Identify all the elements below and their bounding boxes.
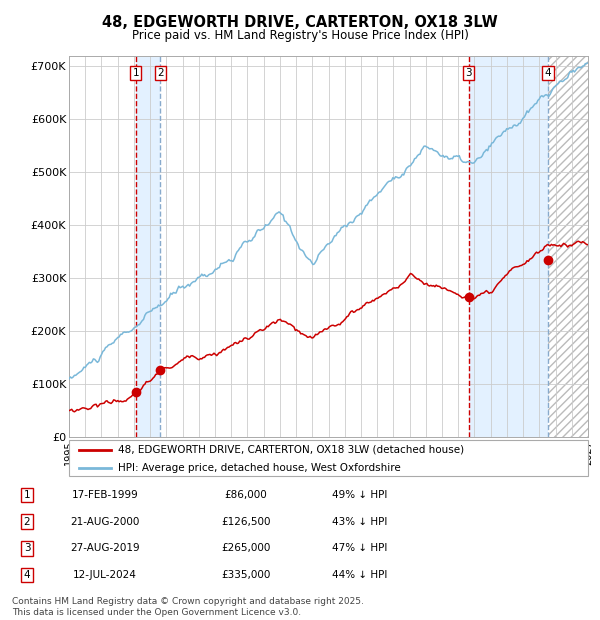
Text: £126,500: £126,500 [221, 516, 271, 527]
Text: £335,000: £335,000 [221, 570, 271, 580]
Bar [136, 56, 160, 437]
Bar [548, 56, 588, 437]
Text: 3: 3 [466, 68, 472, 78]
Text: 4: 4 [545, 68, 551, 78]
Text: 47% ↓ HPI: 47% ↓ HPI [332, 543, 388, 554]
Text: 44% ↓ HPI: 44% ↓ HPI [332, 570, 388, 580]
Text: 43% ↓ HPI: 43% ↓ HPI [332, 516, 388, 527]
Text: £265,000: £265,000 [221, 543, 271, 554]
Text: 1: 1 [133, 68, 139, 78]
Bar [469, 56, 548, 437]
Text: HPI: Average price, detached house, West Oxfordshire: HPI: Average price, detached house, West… [118, 463, 401, 472]
Text: 3: 3 [23, 543, 31, 554]
Text: 1: 1 [23, 490, 31, 500]
Text: £86,000: £86,000 [224, 490, 268, 500]
Text: Price paid vs. HM Land Registry's House Price Index (HPI): Price paid vs. HM Land Registry's House … [131, 30, 469, 42]
Text: 2: 2 [23, 516, 31, 527]
Text: 27-AUG-2019: 27-AUG-2019 [70, 543, 140, 554]
Text: 48, EDGEWORTH DRIVE, CARTERTON, OX18 3LW: 48, EDGEWORTH DRIVE, CARTERTON, OX18 3LW [102, 16, 498, 30]
Text: 21-AUG-2000: 21-AUG-2000 [70, 516, 140, 527]
Text: 17-FEB-1999: 17-FEB-1999 [71, 490, 139, 500]
Text: 49% ↓ HPI: 49% ↓ HPI [332, 490, 388, 500]
Text: 48, EDGEWORTH DRIVE, CARTERTON, OX18 3LW (detached house): 48, EDGEWORTH DRIVE, CARTERTON, OX18 3LW… [118, 445, 464, 454]
Text: 12-JUL-2024: 12-JUL-2024 [73, 570, 137, 580]
Text: 4: 4 [23, 570, 31, 580]
Text: 2: 2 [157, 68, 164, 78]
Text: Contains HM Land Registry data © Crown copyright and database right 2025.
This d: Contains HM Land Registry data © Crown c… [12, 598, 364, 617]
